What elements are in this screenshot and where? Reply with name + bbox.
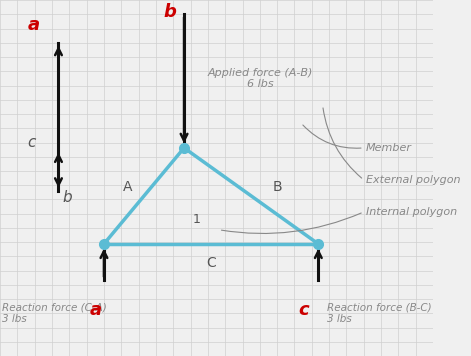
Text: a: a — [27, 16, 40, 34]
Text: c: c — [27, 135, 36, 150]
Text: b: b — [163, 2, 176, 21]
Text: C: C — [206, 257, 216, 271]
Text: Reaction force (C-A)
3 lbs: Reaction force (C-A) 3 lbs — [2, 303, 107, 324]
Text: B: B — [272, 180, 282, 194]
FancyArrowPatch shape — [221, 213, 361, 234]
Text: c: c — [298, 301, 309, 319]
Text: b: b — [62, 190, 72, 205]
Text: Applied force (A-B)
6 lbs: Applied force (A-B) 6 lbs — [207, 68, 313, 89]
Text: 1: 1 — [193, 213, 201, 226]
FancyArrowPatch shape — [303, 125, 361, 148]
Text: Member: Member — [366, 143, 412, 153]
Text: Internal polygon: Internal polygon — [366, 207, 457, 217]
Text: Reaction force (B-C)
3 lbs: Reaction force (B-C) 3 lbs — [327, 303, 431, 324]
Text: A: A — [123, 180, 132, 194]
Text: External polygon: External polygon — [366, 175, 461, 185]
Text: a: a — [90, 301, 102, 319]
FancyArrowPatch shape — [323, 108, 362, 178]
